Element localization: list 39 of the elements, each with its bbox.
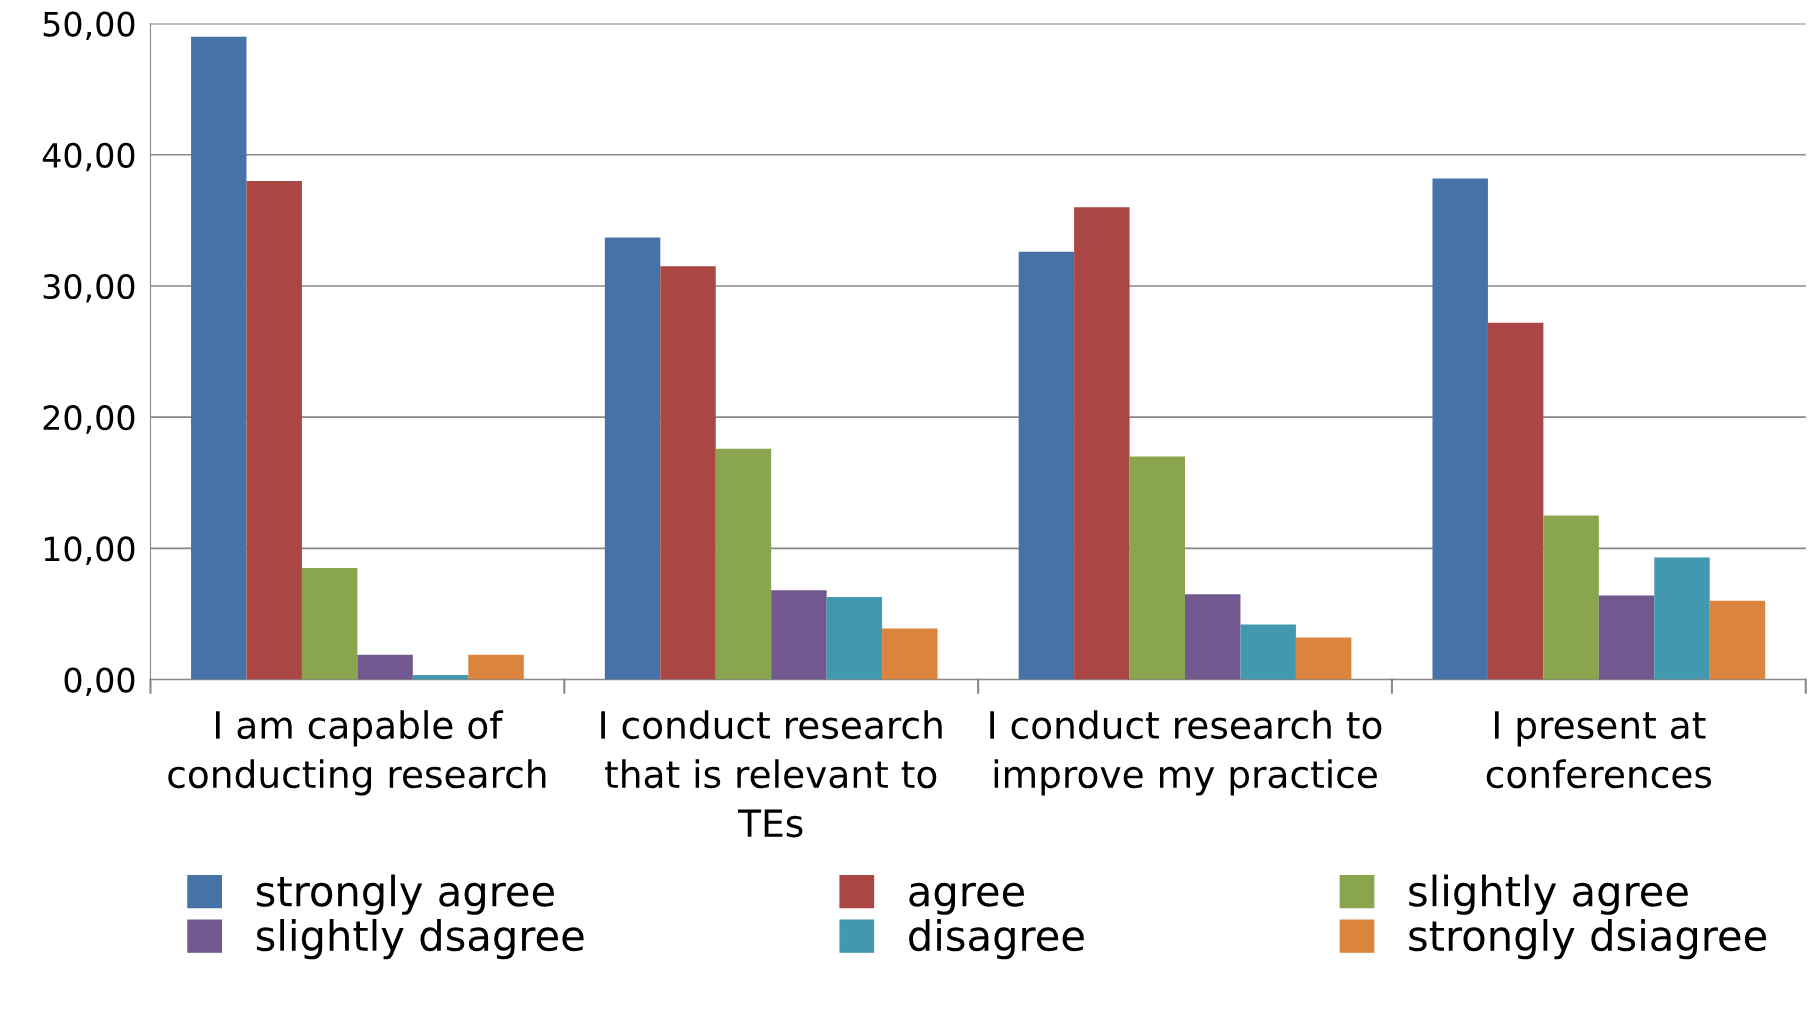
- y-tick-label: 10,00: [44, 536, 135, 565]
- bar: [357, 654, 413, 680]
- legend-label: agree: [909, 882, 1025, 915]
- bar: [1295, 637, 1352, 680]
- bar: [468, 654, 524, 680]
- y-tick-label: 20,00: [43, 405, 135, 434]
- legend-label: slightly dsagree: [256, 919, 584, 960]
- bar: [1240, 624, 1296, 680]
- x-tick-label: I conduct research to improve my practice: [990, 710, 1382, 796]
- bar: [1018, 251, 1075, 680]
- bar: [1487, 322, 1544, 680]
- bar: [246, 181, 302, 680]
- y-tick-label: 40,00: [42, 142, 135, 172]
- legend-label: disagree: [909, 919, 1084, 960]
- bar: [1432, 178, 1488, 680]
- bar: [771, 590, 827, 680]
- x-tick-label: I conduct research that is relevant to TEs: [601, 710, 942, 838]
- x-tick-label: I present at conferences: [1486, 711, 1712, 789]
- legend-label: slightly agree: [1409, 874, 1688, 915]
- bar: [1654, 557, 1710, 680]
- x-tick-label: I am capable of conducting research: [168, 710, 546, 796]
- bar: [715, 448, 772, 680]
- bar: [1185, 594, 1241, 680]
- bar: [301, 568, 358, 680]
- legend-label: strongly dsiagree: [1409, 919, 1767, 960]
- bar: [1709, 600, 1766, 680]
- bar: [1543, 515, 1599, 680]
- bar: [604, 237, 661, 680]
- bar: [191, 36, 247, 680]
- y-tick-label: 50,00: [43, 11, 135, 41]
- bar: [1129, 456, 1186, 680]
- bar: [1074, 207, 1130, 680]
- y-tick-label: 30,00: [43, 273, 135, 303]
- y-tick-label: 0,00: [64, 667, 135, 697]
- legend-label: strongly agree: [256, 874, 554, 915]
- bar: [660, 266, 716, 680]
- bar: [1598, 595, 1655, 680]
- bar: [882, 628, 938, 680]
- bar: [826, 596, 883, 680]
